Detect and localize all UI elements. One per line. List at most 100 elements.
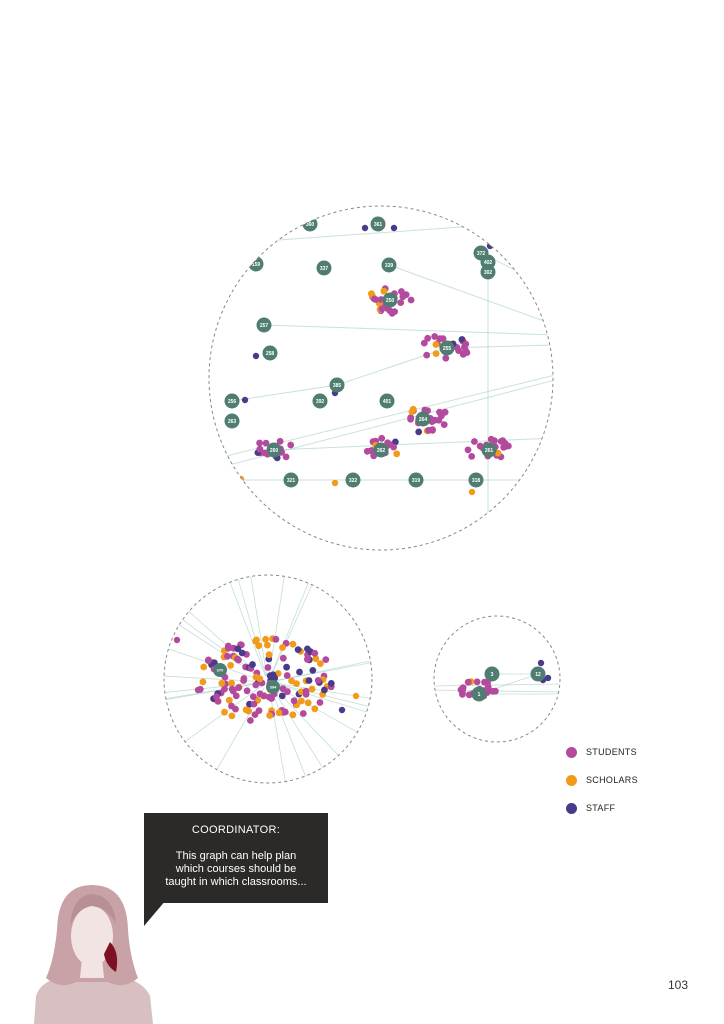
room-node (224, 393, 240, 409)
scholar-dot (237, 475, 245, 483)
scholar-dot (245, 707, 253, 715)
student-dot (397, 299, 405, 306)
staff-dot (283, 663, 290, 671)
scholar-dot (331, 479, 339, 487)
graph-edge (270, 687, 310, 783)
room-node-label: 321 (287, 478, 296, 484)
student-dot (255, 707, 263, 714)
student-dot (173, 636, 181, 644)
room-node (382, 292, 398, 308)
room-node-label: 360 (306, 222, 315, 228)
student-dot (407, 414, 415, 421)
room-node-label: 250 (386, 298, 395, 304)
student-dot (256, 439, 263, 447)
student-dot (256, 445, 264, 453)
small-cluster-content: 3 1 12 (434, 659, 560, 702)
medium-cluster-nodes: 370 394 (213, 663, 280, 694)
student-dot (287, 441, 295, 449)
large-cluster-boundary (208, 205, 554, 551)
legend-item-students: STUDENTS (566, 738, 638, 766)
staff-dot (294, 646, 302, 653)
avatar-hair-accent (104, 942, 118, 972)
room-node (530, 666, 546, 682)
scholar-dot (228, 712, 236, 720)
student-dot (262, 439, 270, 447)
staff-dot (304, 645, 311, 653)
page-number: 103 (668, 978, 689, 992)
room-node-label: 263 (228, 419, 237, 425)
student-dot (442, 354, 450, 362)
student-dot (250, 693, 257, 701)
speech-bubble-tail (144, 900, 166, 926)
room-node (283, 472, 299, 488)
student-dot (304, 655, 311, 663)
coordinator-avatar (34, 885, 153, 1024)
room-node-label: 322 (349, 478, 358, 484)
scholar-dot (432, 341, 440, 348)
student-dot (322, 656, 330, 663)
student-dot (204, 657, 212, 664)
large-cluster-content: 360 361 372 402 302 339 337 159 250 257 258 255 385 3… (209, 216, 553, 515)
medium-cluster-boundary (163, 574, 373, 784)
student-dot (471, 438, 478, 445)
student-dot (441, 408, 449, 416)
speaker-label: COORDINATOR: (191, 824, 281, 836)
scholar-dot (352, 692, 360, 700)
graph-edge (227, 577, 266, 677)
room-node (468, 472, 484, 488)
student-dot (290, 697, 298, 705)
scholar-dot (393, 450, 401, 458)
graph-edge (249, 219, 553, 243)
student-dot (224, 652, 231, 660)
student-dot (399, 293, 407, 301)
room-node (379, 393, 395, 409)
scholar-dot (275, 709, 283, 717)
speech-text: This graph can help plan which courses s… (144, 850, 328, 889)
staff-dot (241, 396, 249, 404)
staff-dot (271, 674, 279, 682)
scholar-dot (288, 677, 295, 685)
student-dot (234, 655, 241, 663)
room-node (262, 345, 278, 361)
room-node (370, 216, 386, 232)
room-node-label: 319 (412, 478, 421, 484)
legend-item-staff: STAFF (566, 794, 638, 822)
student-dot (464, 678, 472, 686)
scholar-dot (289, 711, 297, 719)
graph-edge (388, 264, 553, 326)
large-cluster-nodes: 360 361 372 402 302 339 337 159 250 257 258 255 385 3… (224, 216, 497, 488)
legend-label-students: STUDENTS (586, 747, 637, 757)
staff-dot (390, 224, 398, 232)
student-dot (423, 351, 431, 359)
student-dot (302, 690, 310, 698)
scholar-dot (221, 708, 228, 716)
student-dot (283, 672, 291, 679)
staff-dot (238, 649, 246, 657)
room-node-label: 370 (217, 667, 224, 672)
avatar-face (71, 906, 113, 966)
graph-edge (268, 687, 288, 783)
room-node (312, 393, 328, 409)
room-node-label: 3 (491, 672, 494, 678)
student-dot (235, 684, 242, 692)
scholar-dot (312, 655, 320, 663)
student-dot (459, 691, 466, 698)
scholar-dot (304, 699, 312, 707)
room-node-label: 261 (485, 448, 494, 454)
student-dot (424, 334, 432, 342)
room-node-label: 394 (270, 684, 277, 689)
room-node (266, 442, 282, 458)
student-dot (265, 693, 273, 701)
room-node-label: 302 (484, 270, 493, 276)
staff-dot (415, 428, 423, 436)
staff-dot (361, 224, 369, 232)
staff-dot (338, 706, 346, 714)
scholar-dot (262, 635, 269, 643)
student-dot (282, 453, 290, 461)
student-dot (228, 685, 236, 693)
student-dot (464, 446, 472, 454)
room-node-label: 257 (260, 323, 269, 329)
student-dot (316, 699, 324, 706)
graph-edge (270, 577, 311, 677)
